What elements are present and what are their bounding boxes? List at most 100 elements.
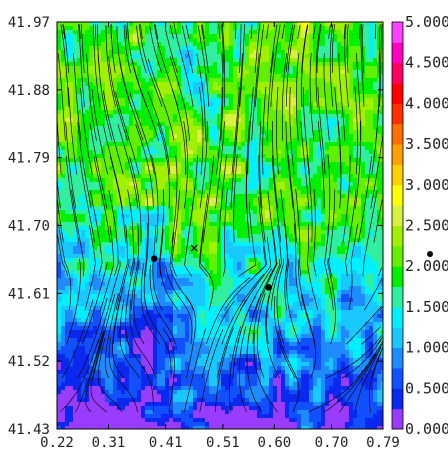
colorbar-label-8: 4.000 — [405, 94, 448, 112]
streamline-193 — [316, 24, 322, 73]
streamline-208 — [317, 87, 326, 175]
x-tick-label-5: 0.70 — [315, 435, 349, 451]
streamline-155 — [238, 326, 247, 413]
streamline-176 — [284, 223, 289, 311]
streamline-244 — [371, 87, 380, 175]
streamline-82 — [129, 299, 156, 379]
streamline-161 — [259, 120, 263, 209]
colorbar-swatch-19 — [392, 22, 403, 43]
streamline-147 — [251, 53, 260, 141]
cross-marker — [190, 244, 198, 252]
streamline-75 — [131, 59, 159, 141]
streamline-183 — [296, 52, 300, 141]
streamline-196 — [302, 87, 310, 175]
streamline-219 — [338, 53, 346, 141]
colorbar-swatch-12 — [392, 164, 403, 186]
x-tick-label-6: 0.79 — [366, 435, 400, 451]
streamline-89 — [157, 122, 170, 209]
streamline-84 — [170, 24, 174, 40]
streamline-248 — [379, 306, 383, 311]
colorbar-swatch-6 — [392, 286, 403, 308]
streamline-117 — [206, 277, 251, 345]
colorbar-swatch-2 — [392, 367, 403, 389]
streamline-156 — [266, 24, 269, 40]
streamline-61 — [136, 25, 147, 74]
streamline-20 — [84, 224, 96, 311]
streamline-136 — [231, 87, 240, 175]
streamline-194 — [315, 24, 321, 107]
streamline-187 — [295, 188, 302, 277]
streamline-4 — [57, 121, 62, 175]
streamline-215 — [323, 353, 377, 413]
streamline-81 — [140, 263, 161, 345]
streamline-165 — [266, 259, 281, 345]
streamline-14 — [78, 24, 85, 107]
heatmap-plot — [56, 21, 384, 430]
streamline-225 — [345, 305, 382, 345]
marker-point-2 — [265, 284, 272, 291]
streamline-130 — [217, 299, 248, 379]
streamline-30 — [79, 156, 95, 243]
streamline-60 — [140, 24, 143, 40]
streamline-0 — [62, 24, 66, 40]
streamline-49 — [123, 24, 132, 73]
streamline-21 — [81, 262, 108, 345]
streamline-3 — [57, 53, 66, 141]
streamline-99 — [169, 56, 190, 141]
streamline-201 — [297, 259, 316, 345]
streamline-28 — [80, 87, 93, 175]
streamline-92 — [159, 229, 179, 311]
streamline-251 — [368, 347, 383, 413]
streamline-249 — [376, 336, 383, 345]
streamline-85 — [164, 26, 178, 73]
streamline-163 — [267, 191, 277, 277]
streamline-122 — [221, 23, 226, 107]
y-tick-label-2: 41.79 — [8, 151, 50, 167]
streamline-31 — [89, 190, 103, 277]
streamline-63 — [119, 57, 144, 141]
streamline-53 — [102, 123, 123, 209]
streamline-76 — [129, 92, 155, 175]
streamline-124 — [216, 87, 223, 175]
streamline-206 — [329, 24, 334, 107]
streamline-129 — [221, 273, 264, 345]
streamline-111 — [196, 53, 206, 141]
streamline-112 — [198, 87, 204, 175]
streamline-69 — [133, 260, 145, 345]
streamline-37 — [111, 24, 116, 73]
streamline-52 — [103, 90, 124, 175]
streamline-168 — [281, 24, 285, 40]
streamline-158 — [270, 24, 281, 107]
streamline-119 — [199, 329, 224, 413]
streamline-142 — [232, 295, 256, 379]
streamline-133 — [239, 24, 242, 73]
streamline-184 — [289, 86, 295, 175]
streamline-153 — [252, 262, 278, 345]
streamline-233 — [354, 120, 362, 209]
streamline-7 — [57, 234, 69, 277]
colorbar-swatch-8 — [392, 245, 403, 267]
x-tick-label-1: 0.31 — [92, 435, 126, 451]
streamline-185 — [285, 121, 294, 209]
streamline-98 — [173, 22, 194, 107]
streamline-73 — [149, 26, 163, 74]
streamline-16 — [67, 87, 78, 175]
streamline-143 — [228, 326, 242, 413]
streamline-146 — [254, 24, 264, 107]
streamline-197 — [300, 121, 310, 209]
streamline-239 — [354, 346, 382, 413]
streamline-140 — [239, 236, 272, 311]
streamline-5 — [57, 179, 61, 209]
streamline-114 — [202, 155, 215, 243]
streamline-173 — [272, 120, 278, 209]
colorbar-swatch-11 — [392, 184, 403, 206]
colorbar-label-5: 2.500 — [405, 217, 448, 235]
streamline-144 — [250, 24, 253, 40]
streamline-77 — [135, 123, 154, 209]
streamline-181 — [301, 24, 308, 73]
streamline-115 — [198, 193, 209, 277]
streamline-43 — [108, 190, 119, 277]
streamline-126 — [218, 155, 227, 243]
streamline-46 — [104, 293, 119, 379]
streamline-240 — [374, 24, 377, 40]
